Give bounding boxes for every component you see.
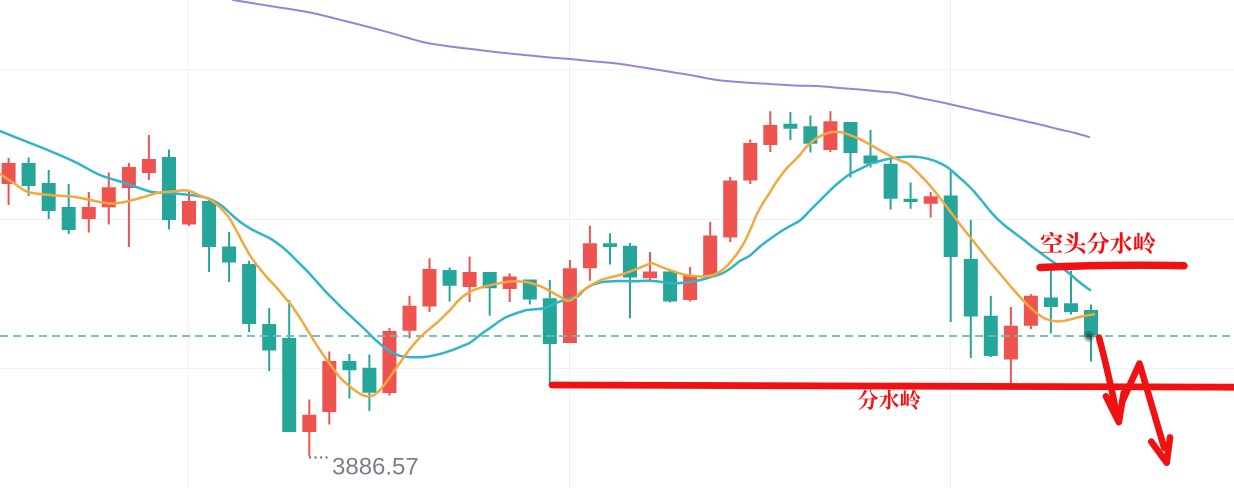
svg-text:3886.57: 3886.57 (332, 454, 419, 481)
